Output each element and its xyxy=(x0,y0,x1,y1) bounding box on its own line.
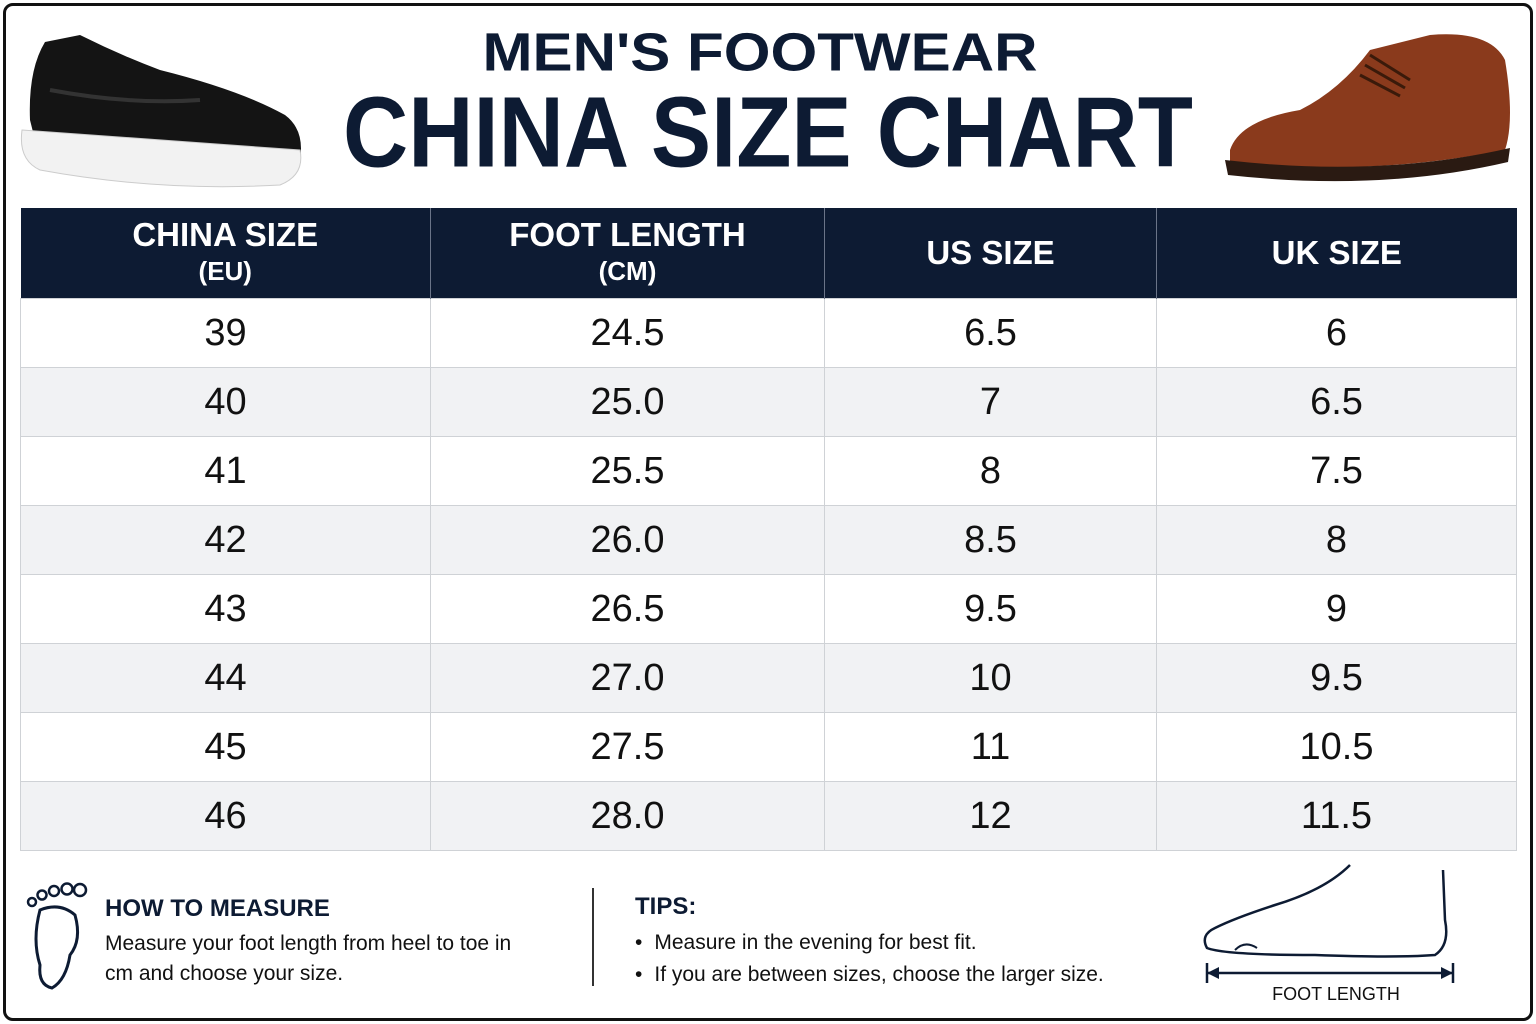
header-subtext: (EU) xyxy=(198,256,252,286)
foot-icon xyxy=(26,882,88,990)
measure-text: Measure your foot length from heel to to… xyxy=(105,932,512,985)
table-cell: 39 xyxy=(20,298,431,368)
column-header: UK SIZE xyxy=(1156,208,1517,299)
table-row: 46 28.0 12 11.5 xyxy=(20,781,1517,851)
table-cell: 28.0 xyxy=(430,781,825,851)
table-row: 43 26.5 9.5 9 xyxy=(20,574,1517,644)
table-cell: 11.5 xyxy=(1156,781,1517,851)
header-text: US SIZE xyxy=(926,234,1055,271)
measure-block: HOW TO MEASURE Measure your foot length … xyxy=(105,895,515,989)
table-cell: 25.5 xyxy=(430,436,825,506)
table-cell: 26.5 xyxy=(430,574,825,644)
foot-diagram: FOOT LENGTH xyxy=(1203,864,1455,1004)
size-table: CHINA SIZE (EU) FOOT LENGTH (CM) US SIZE UK S… xyxy=(20,208,1517,851)
table-cell: 11 xyxy=(824,712,1157,782)
table-cell: 46 xyxy=(20,781,431,851)
header-row: CHINA SIZE (EU) FOOT LENGTH (CM) US SIZE UK S… xyxy=(20,208,1517,299)
table-cell: 27.0 xyxy=(430,643,825,713)
table-cell: 10.5 xyxy=(1156,712,1517,782)
tips-title: TIPS: xyxy=(635,893,697,920)
dress-shoe-image xyxy=(1225,34,1510,182)
diagram-label: FOOT LENGTH xyxy=(1272,984,1400,1004)
table-row: 45 27.5 11 10.5 xyxy=(20,712,1517,782)
frame xyxy=(3,3,1533,1021)
table-cell: 26.0 xyxy=(430,505,825,575)
tip-item: Measure in the evening for best fit. xyxy=(635,927,1195,959)
table-cell: 6.5 xyxy=(824,298,1157,368)
table-cell: 42 xyxy=(20,505,431,575)
table-cell: 9.5 xyxy=(824,574,1157,644)
table-cell: 9.5 xyxy=(1156,643,1517,713)
measure-title: HOW TO MEASURE xyxy=(105,895,330,922)
table-cell: 24.5 xyxy=(430,298,825,368)
table-cell: 8 xyxy=(1156,505,1517,575)
table-row: 39 24.5 6.5 6 xyxy=(20,298,1517,368)
tip-item: If you are between sizes, choose the lar… xyxy=(635,959,1195,991)
table-cell: 40 xyxy=(20,367,431,437)
table-cell: 8.5 xyxy=(824,505,1157,575)
header-text: UK SIZE xyxy=(1271,234,1402,271)
table-cell: 41 xyxy=(20,436,431,506)
table-cell: 12 xyxy=(824,781,1157,851)
header-subtext: (CM) xyxy=(598,256,657,286)
table-cell: 27.5 xyxy=(430,712,825,782)
table-cell: 8 xyxy=(824,436,1157,506)
divider xyxy=(592,888,594,986)
table-cell: 44 xyxy=(20,643,431,713)
table-cell: 9 xyxy=(1156,574,1517,644)
table-row: 40 25.0 7 6.5 xyxy=(20,367,1517,437)
subtitle: CHINA SIZE CHART xyxy=(343,76,1193,188)
table-row: 41 25.5 8 7.5 xyxy=(20,436,1517,506)
table-cell: 45 xyxy=(20,712,431,782)
table-cell: 7 xyxy=(824,367,1157,437)
title: MEN'S FOOTWEAR xyxy=(483,22,1038,82)
table-cell: 6 xyxy=(1156,298,1517,368)
tips-block: TIPS: Measure in the evening for best fi… xyxy=(635,893,1195,991)
sneaker-image xyxy=(20,35,302,188)
header-text: FOOT LENGTH xyxy=(509,216,746,253)
column-header: CHINA SIZE (EU) xyxy=(20,208,431,299)
heading: MEN'S FOOTWEAR CHINA SIZE CHART xyxy=(20,22,1510,188)
table-row: 44 27.0 10 9.5 xyxy=(20,643,1517,713)
column-header: FOOT LENGTH (CM) xyxy=(430,208,825,299)
tips-list: Measure in the evening for best fit.If y… xyxy=(635,927,1195,991)
table-row: 42 26.0 8.5 8 xyxy=(20,505,1517,575)
table-cell: 7.5 xyxy=(1156,436,1517,506)
table-cell: 6.5 xyxy=(1156,367,1517,437)
table-cell: 10 xyxy=(824,643,1157,713)
table-cell: 43 xyxy=(20,574,431,644)
table-body: 39 24.5 6.5 6 40 25.0 7 6.5 41 25.5 8 7.5 42 26.0 8.5 8… xyxy=(20,298,1517,851)
header-text: CHINA SIZE xyxy=(132,216,319,253)
column-header: US SIZE xyxy=(824,208,1157,299)
table-cell: 25.0 xyxy=(430,367,825,437)
